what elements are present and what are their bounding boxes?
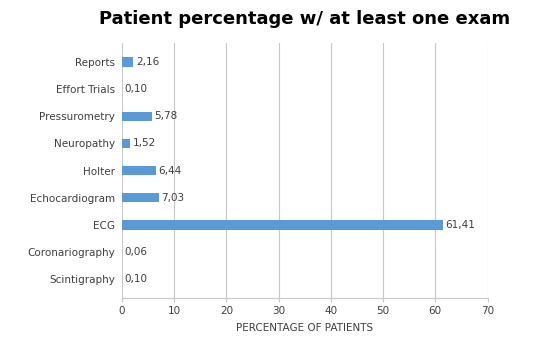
- Text: 0,10: 0,10: [125, 84, 147, 94]
- Bar: [122, 193, 158, 202]
- Bar: [122, 112, 152, 121]
- Text: 61,41: 61,41: [445, 220, 475, 230]
- Text: 6,44: 6,44: [158, 165, 181, 176]
- Text: 0,10: 0,10: [125, 274, 147, 284]
- Bar: [122, 139, 130, 148]
- Text: 2,16: 2,16: [136, 57, 159, 67]
- Text: 1,52: 1,52: [132, 139, 156, 148]
- Text: 0,06: 0,06: [124, 247, 147, 257]
- X-axis label: PERCENTAGE OF PATIENTS: PERCENTAGE OF PATIENTS: [236, 323, 373, 333]
- Bar: [122, 166, 156, 175]
- Text: 7,03: 7,03: [161, 193, 184, 202]
- Text: 5,78: 5,78: [155, 111, 178, 121]
- Bar: [122, 220, 443, 229]
- Title: Patient percentage w/ at least one exam: Patient percentage w/ at least one exam: [99, 10, 510, 28]
- Bar: [122, 57, 133, 67]
